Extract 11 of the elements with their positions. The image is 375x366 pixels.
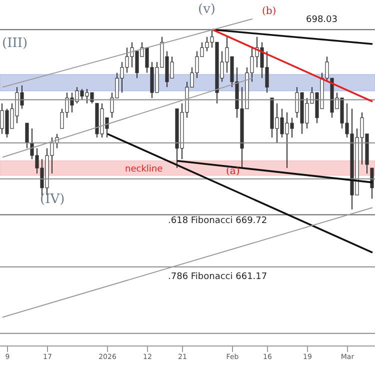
text: (b) bbox=[262, 6, 276, 17]
text: (v) bbox=[198, 2, 216, 17]
text: 698.03 bbox=[306, 15, 338, 25]
band-label: neckline bbox=[125, 164, 164, 174]
candlestick bbox=[25, 122, 29, 149]
text: .786 Fibonacci 661.17 bbox=[168, 272, 268, 282]
annotation: (a) bbox=[226, 166, 240, 177]
annotation: (III) bbox=[2, 36, 28, 51]
annotation: (IV) bbox=[40, 192, 65, 207]
candlestick bbox=[370, 168, 374, 200]
text: .618 Fibonacci 669.72 bbox=[168, 216, 268, 226]
